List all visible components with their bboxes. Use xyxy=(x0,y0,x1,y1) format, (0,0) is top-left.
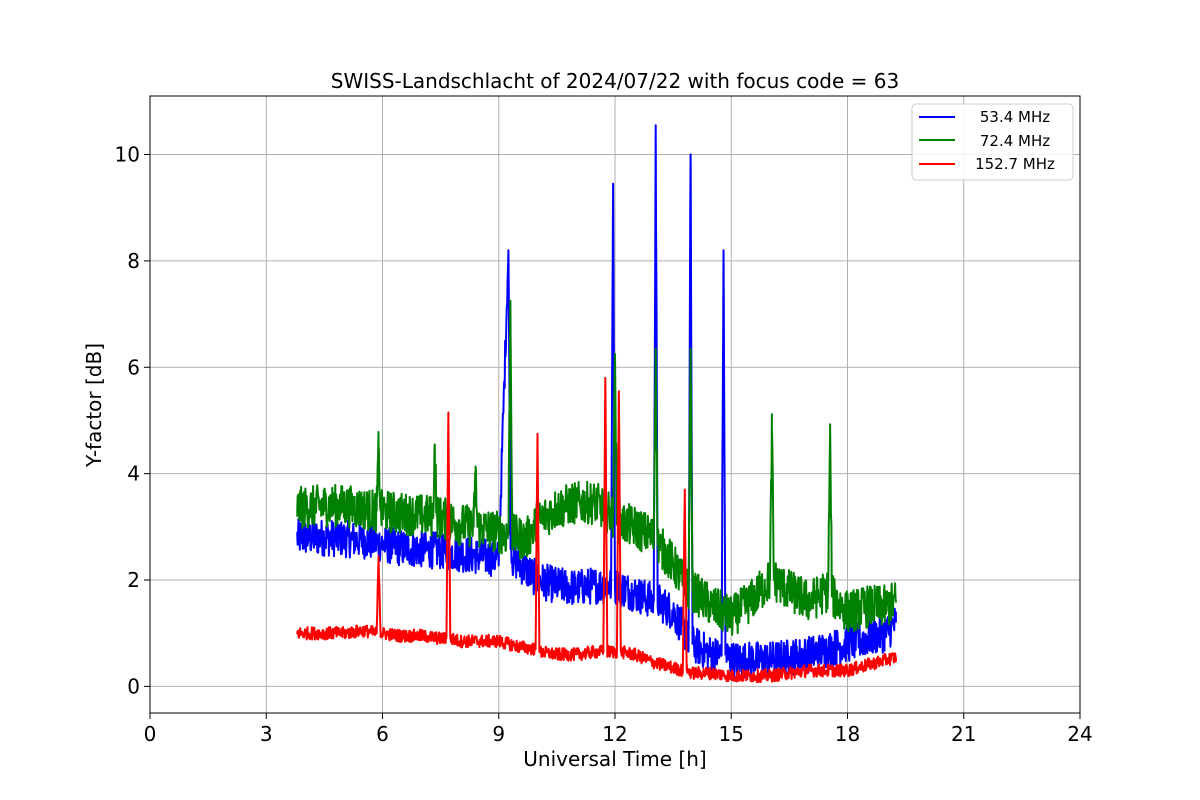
chart-title: SWISS-Landschlacht of 2024/07/22 with fo… xyxy=(331,69,899,93)
series-line-53-4-mhz xyxy=(296,124,897,680)
legend-label-53-4: 53.4 MHz xyxy=(980,108,1050,126)
x-tick-label: 12 xyxy=(602,722,627,746)
legend-label-72-4: 72.4 MHz xyxy=(980,132,1050,150)
x-tick-label: 3 xyxy=(260,722,273,746)
x-axis-ticks: 0 3 6 9 12 15 18 21 24 xyxy=(144,713,1093,746)
legend-frame xyxy=(911,103,1074,181)
series-line-152-7-mhz xyxy=(296,376,897,684)
y-tick-label: 8 xyxy=(127,249,140,273)
y-tick-label: 2 xyxy=(127,568,140,592)
y-axis-label: Y-factor [dB] xyxy=(82,343,106,468)
y-tick-label: 4 xyxy=(127,462,140,486)
series-layer xyxy=(296,124,897,684)
y-tick-label: 6 xyxy=(127,355,140,379)
x-axis-label: Universal Time [h] xyxy=(523,747,706,771)
x-tick-label: 15 xyxy=(719,722,744,746)
series-line-72-4-mhz xyxy=(296,299,897,636)
x-tick-label: 6 xyxy=(376,722,389,746)
legend: 53.4 MHz 72.4 MHz 152.7 MHz xyxy=(911,103,1074,181)
y-axis-ticks: 0 2 4 6 8 10 xyxy=(115,143,150,698)
x-tick-label: 0 xyxy=(144,722,157,746)
x-tick-label: 21 xyxy=(951,722,976,746)
y-tick-label: 0 xyxy=(127,674,140,698)
y-tick-label: 10 xyxy=(115,143,140,167)
x-tick-label: 24 xyxy=(1067,722,1092,746)
legend-label-152-7: 152.7 MHz xyxy=(975,155,1055,173)
x-tick-label: 9 xyxy=(492,722,505,746)
x-tick-label: 18 xyxy=(835,722,860,746)
